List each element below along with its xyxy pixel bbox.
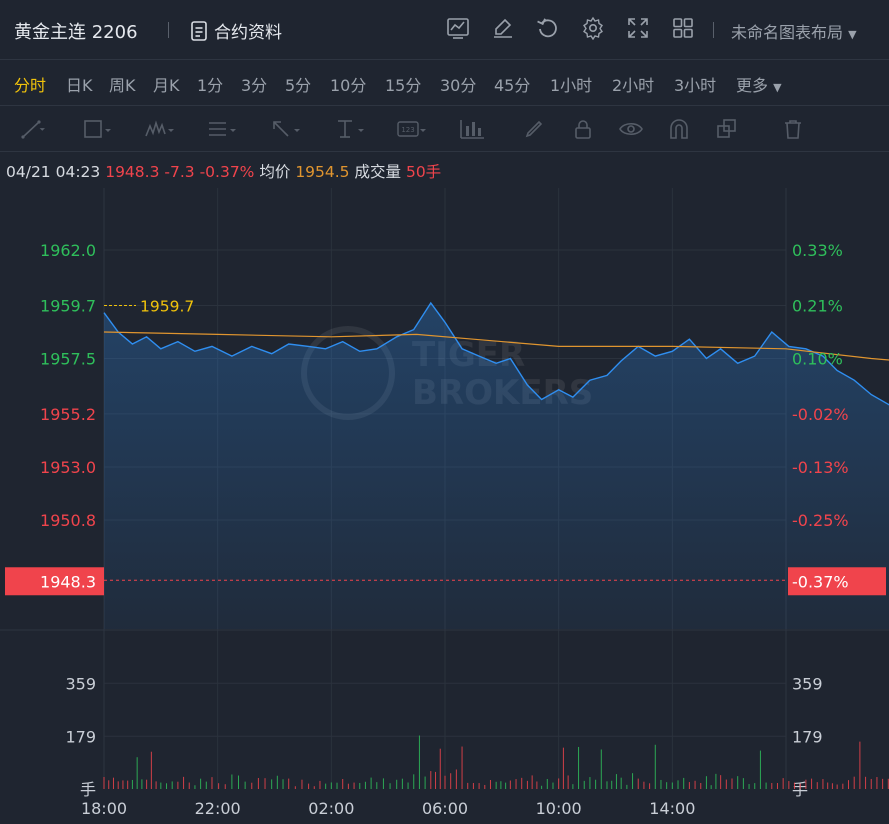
price-axis-label: 1962.0 <box>40 241 96 260</box>
high-marker-label: 1959.7 <box>140 297 194 315</box>
period-30min[interactable]: 30分 <box>440 76 477 95</box>
pct-axis-label: 0.33% <box>792 241 843 260</box>
avg-label: 均价 <box>259 163 291 181</box>
price-area <box>104 303 889 629</box>
quote-datetime: 04/21 04:23 <box>6 163 101 181</box>
period-45min[interactable]: 45分 <box>494 76 531 95</box>
period-week[interactable]: 周K <box>109 76 136 95</box>
text-tool-icon[interactable]: 123 <box>396 118 426 140</box>
settings-icon[interactable] <box>581 16 605 40</box>
arrow-tool-icon[interactable] <box>270 118 300 140</box>
price-axis-label: 1953.0 <box>40 458 96 477</box>
layout-selector[interactable]: 未命名图表布局 ▼ <box>731 19 857 43</box>
volume-label: 成交量 <box>354 163 402 181</box>
time-axis-label: 02:00 <box>308 799 354 818</box>
period-more[interactable]: 更多 ▼ <box>736 72 782 96</box>
current-price-tag <box>5 567 104 596</box>
drawing-toolbar: 123 <box>0 106 889 152</box>
period-15min[interactable]: 15分 <box>385 76 422 95</box>
time-axis-label: 10:00 <box>536 799 582 818</box>
volume-unit-label-right: 手 <box>792 780 808 799</box>
price-line <box>103 301 889 406</box>
document-icon <box>191 20 207 41</box>
pct-axis-label: -0.25% <box>792 511 849 530</box>
chart-icon[interactable] <box>446 16 470 40</box>
period-1h[interactable]: 1小时 <box>550 76 593 95</box>
volume-axis-label: 359 <box>65 674 96 693</box>
svg-text:123: 123 <box>401 126 414 134</box>
brush-icon[interactable] <box>521 118 551 140</box>
period-intraday[interactable]: 分时 <box>14 76 47 95</box>
grid-layout-icon[interactable] <box>671 16 695 40</box>
price-axis-label: 1950.8 <box>40 511 96 530</box>
more-label: 更多 <box>736 76 769 95</box>
current-price-tag-label: 1948.3 <box>40 572 96 591</box>
price-axis-label: 1955.2 <box>40 405 96 424</box>
contract-info-label: 合约资料 <box>214 23 282 43</box>
volume-axis-label: 179 <box>65 727 96 746</box>
pct-axis-label: 0.21% <box>792 296 843 315</box>
volume-value: 50手 <box>405 163 442 181</box>
period-2h[interactable]: 2小时 <box>612 76 655 95</box>
avg-price-line <box>103 331 889 361</box>
current-pct-tag <box>788 567 886 596</box>
lock-icon[interactable] <box>570 118 600 140</box>
trash-icon[interactable] <box>780 118 810 140</box>
layers-icon[interactable] <box>714 118 744 140</box>
caret-down-icon: ▼ <box>773 81 782 94</box>
period-month[interactable]: 月K <box>153 76 180 95</box>
eye-icon[interactable] <box>618 118 648 140</box>
divider <box>713 22 714 38</box>
contract-info-button[interactable]: 合约资料 <box>190 18 282 43</box>
quote-change-pct: -0.37% <box>199 163 255 181</box>
fib-tool-icon[interactable] <box>206 118 236 140</box>
period-5min[interactable]: 5分 <box>285 76 312 95</box>
time-axis-label: 06:00 <box>422 799 468 818</box>
magnet-icon[interactable] <box>666 118 696 140</box>
pct-axis-label: -0.13% <box>792 458 849 477</box>
price-axis-label: 1957.5 <box>40 349 96 368</box>
rect-tool-icon[interactable] <box>82 118 112 140</box>
period-3min[interactable]: 3分 <box>241 76 268 95</box>
pct-axis-label: 0.10% <box>792 349 843 368</box>
volume-axis-label-right: 359 <box>792 674 823 693</box>
volume-axis-label-right: 179 <box>792 727 823 746</box>
fullscreen-icon[interactable] <box>626 16 650 40</box>
period-1min[interactable]: 1分 <box>197 76 224 95</box>
quote-change: -7.3 <box>164 163 195 181</box>
edit-icon[interactable] <box>491 16 515 40</box>
time-axis-label: 22:00 <box>195 799 241 818</box>
volume-unit-label: 手 <box>80 780 96 799</box>
line-tool-icon[interactable] <box>20 118 50 140</box>
measure-tool-icon[interactable] <box>334 118 364 140</box>
volume-bars <box>103 735 889 789</box>
caret-down-icon: ▼ <box>848 28 857 41</box>
quote-info-line: 04/21 04:23 1948.3 -7.3 -0.37% 均价 1954.5… <box>6 160 441 182</box>
layout-label: 未命名图表布局 <box>731 23 844 42</box>
price-axis-label: 1959.7 <box>40 296 96 315</box>
pct-axis-label: -0.02% <box>792 405 849 424</box>
top-toolbar: 黄金主连 2206 合约资料 未命名图表布局 ▼ <box>0 0 889 60</box>
time-axis-label: 14:00 <box>649 799 695 818</box>
instrument-title[interactable]: 黄金主连 2206 <box>14 22 138 43</box>
period-day[interactable]: 日K <box>66 76 93 95</box>
undo-icon[interactable] <box>536 16 560 40</box>
current-pct-tag-label: -0.37% <box>792 572 849 591</box>
quote-price: 1948.3 <box>105 163 160 181</box>
period-10min[interactable]: 10分 <box>330 76 367 95</box>
pattern-tool-icon[interactable] <box>144 118 174 140</box>
period-3h[interactable]: 3小时 <box>674 76 717 95</box>
avg-value: 1954.5 <box>295 163 350 181</box>
intraday-chart[interactable]: TIGERBROKERS1959.71948.31962.00.33%1959.… <box>0 188 889 824</box>
period-selector: 分时 日K 周K 月K 1分 3分 5分 10分 15分 30分 45分 1小时… <box>0 60 889 106</box>
bar-tool-icon[interactable] <box>458 118 488 140</box>
divider <box>168 22 169 38</box>
time-axis-label: 18:00 <box>81 799 127 818</box>
